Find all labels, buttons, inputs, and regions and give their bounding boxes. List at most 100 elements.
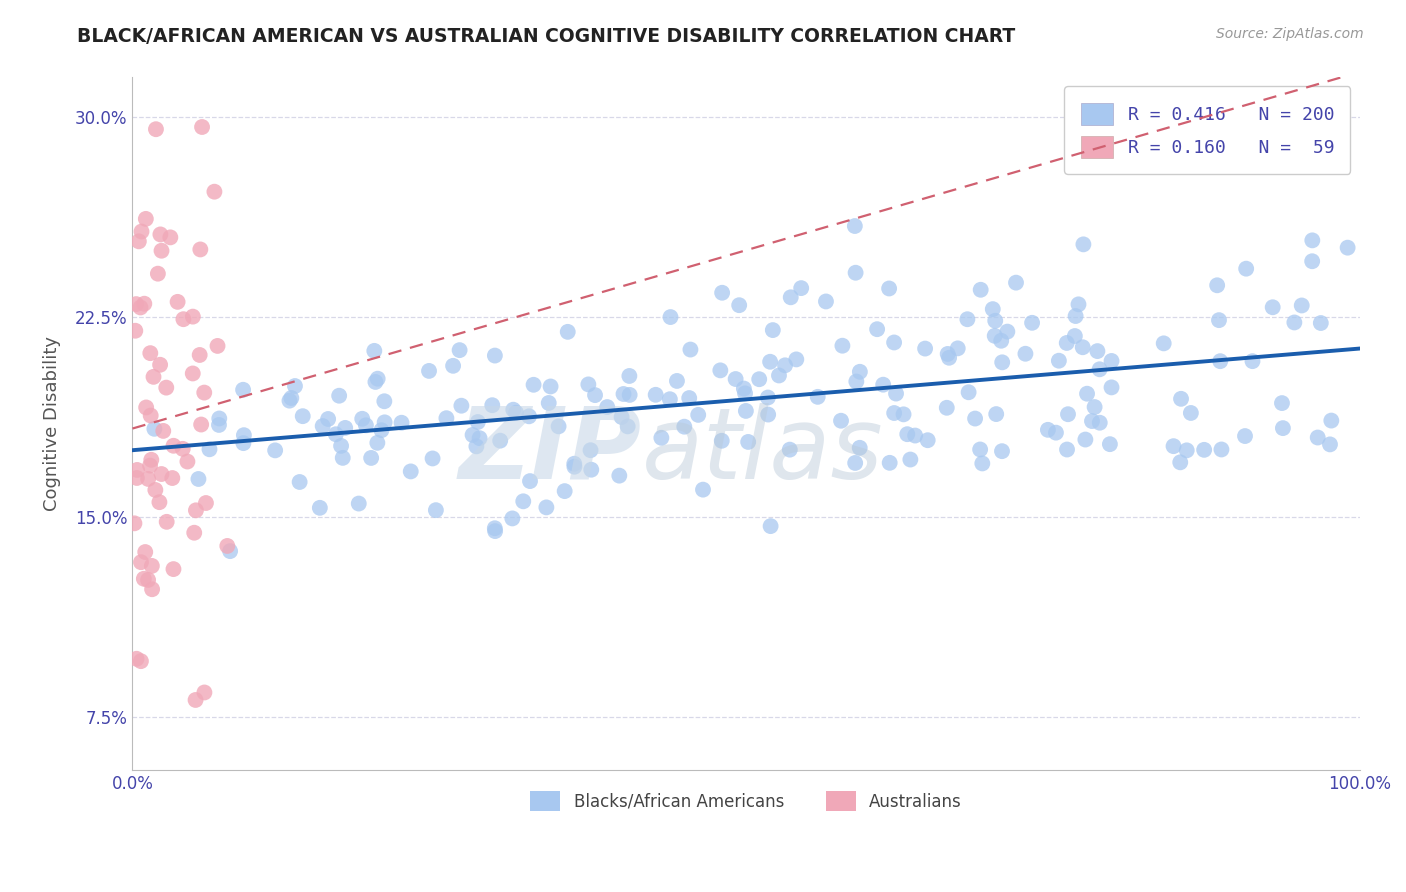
Point (848, 441, 870, 455)
Point (328, 389, 350, 403)
Point (370, 423, 392, 437)
Point (484, 521, 506, 535)
Point (141, 452, 163, 467)
Point (616, 419, 638, 434)
Point (1064, 309, 1087, 323)
Point (141, 582, 163, 597)
Point (347, 497, 370, 511)
Point (935, 401, 957, 415)
Point (505, 406, 527, 420)
Point (139, 346, 162, 360)
Point (291, 409, 314, 424)
Point (288, 475, 311, 489)
Point (1234, 429, 1257, 443)
Point (139, 458, 162, 473)
Point (1180, 406, 1202, 420)
Point (711, 285, 734, 300)
Point (512, 494, 534, 508)
Point (142, 369, 165, 384)
Point (450, 399, 472, 413)
Point (136, 573, 159, 587)
Point (904, 428, 927, 442)
Point (1021, 316, 1043, 330)
Point (125, 297, 148, 311)
Point (166, 294, 188, 309)
Point (845, 375, 868, 389)
Point (193, 685, 215, 699)
Point (612, 387, 634, 401)
Point (441, 359, 464, 373)
Point (187, 472, 209, 486)
Point (308, 500, 330, 515)
Point (986, 407, 1008, 421)
Point (748, 372, 770, 386)
Point (1163, 439, 1185, 453)
Point (540, 379, 562, 393)
Point (232, 383, 254, 397)
Point (1081, 414, 1104, 428)
Point (1211, 442, 1233, 457)
Point (232, 428, 254, 442)
Point (1192, 442, 1215, 457)
Point (1301, 233, 1323, 247)
Point (644, 388, 666, 402)
Point (1301, 254, 1323, 268)
Point (232, 436, 254, 450)
Point (129, 654, 152, 668)
Point (734, 404, 756, 418)
Point (502, 402, 524, 417)
Point (1336, 241, 1358, 255)
Point (159, 230, 181, 244)
Point (422, 451, 444, 466)
Point (983, 328, 1005, 343)
Point (449, 343, 471, 358)
Point (181, 310, 204, 324)
Point (692, 483, 714, 497)
Point (128, 235, 150, 249)
Point (335, 421, 357, 435)
Point (360, 450, 382, 465)
Point (183, 525, 205, 540)
Point (484, 349, 506, 363)
Point (995, 325, 1018, 339)
Point (733, 382, 755, 396)
Point (547, 419, 569, 434)
Point (1153, 336, 1175, 351)
Point (1047, 353, 1070, 368)
Point (141, 558, 163, 573)
Point (135, 211, 157, 226)
Point (519, 474, 541, 488)
Point (184, 693, 207, 707)
Point (658, 392, 681, 407)
Point (208, 417, 231, 432)
Point (489, 434, 512, 448)
Point (969, 442, 991, 457)
Point (678, 391, 700, 405)
Point (610, 409, 633, 424)
Legend: Blacks/African Americans, Australians: Blacks/African Americans, Australians (517, 778, 974, 824)
Point (149, 358, 172, 372)
Point (172, 442, 194, 456)
Point (956, 312, 979, 326)
Point (872, 377, 894, 392)
Point (139, 409, 162, 423)
Point (898, 452, 921, 467)
Point (156, 515, 179, 529)
Point (737, 434, 759, 449)
Point (710, 434, 733, 448)
Point (1291, 298, 1313, 312)
Point (162, 562, 184, 576)
Point (1088, 416, 1111, 430)
Point (724, 372, 747, 386)
Point (785, 352, 807, 367)
Point (557, 325, 579, 339)
Point (150, 467, 173, 481)
Point (207, 339, 229, 353)
Point (779, 290, 801, 304)
Point (162, 439, 184, 453)
Point (1168, 455, 1191, 469)
Point (659, 310, 682, 324)
Point (1087, 344, 1109, 359)
Point (991, 444, 1014, 458)
Text: BLACK/AFRICAN AMERICAN VS AUSTRALIAN COGNITIVE DISABILITY CORRELATION CHART: BLACK/AFRICAN AMERICAN VS AUSTRALIAN COG… (77, 27, 1015, 45)
